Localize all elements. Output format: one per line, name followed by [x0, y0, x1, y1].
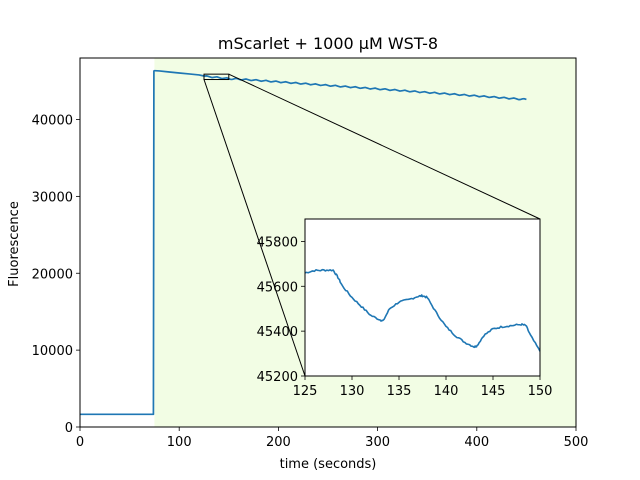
main-axis-ticks: 0 100 200 300 400 500 0 10000 20000 30000 40000 [32, 114, 589, 451]
y-tick-label: 40000 [32, 114, 73, 129]
y-tick-label: 30000 [32, 190, 73, 205]
inset-x-tick-label: 130 [340, 384, 365, 399]
main-plot-frame [79, 57, 577, 428]
y-tick-label: 10000 [32, 344, 73, 359]
x-tick-label: 200 [266, 435, 291, 450]
zoom-connector-right [228, 73, 541, 220]
inset-x-tick-label: 140 [434, 384, 459, 399]
y-tick-label: 20000 [32, 267, 73, 282]
inset-chart: 125 130 135 140 145 150 45200 45400 45600 45800 [257, 218, 553, 399]
inset-x-tick-label: 125 [293, 384, 318, 399]
y-tick-label: 0 [65, 421, 73, 436]
x-tick-label: 300 [365, 435, 390, 450]
inset-axis-ticks: 125 130 135 140 145 150 45200 45400 45600 45800 [257, 235, 553, 399]
zoom-indicator [203, 73, 541, 377]
inset-y-tick-label: 45200 [257, 370, 298, 385]
zoom-connector-left [203, 79, 306, 377]
y-axis-label: Fluorescence [7, 201, 22, 287]
zoom-box [203, 73, 230, 81]
inset-series-line [304, 268, 541, 352]
x-tick-label: 500 [564, 435, 589, 450]
inset-x-tick-label: 135 [387, 384, 412, 399]
inset-y-tick-label: 45600 [257, 280, 298, 295]
inset-x-tick-label: 145 [481, 384, 506, 399]
x-tick-label: 400 [464, 435, 489, 450]
inset-y-tick-label: 45800 [257, 235, 298, 250]
x-axis-label: time (seconds) [280, 457, 377, 472]
inset-background [305, 219, 540, 376]
x-tick-label: 100 [167, 435, 192, 450]
inset-y-tick-label: 45400 [257, 325, 298, 340]
inset-x-tick-label: 150 [528, 384, 553, 399]
inset-plot-frame [304, 218, 541, 377]
x-tick-label: 0 [76, 435, 84, 450]
inset-series-marks [304, 268, 541, 352]
chart-title: mScarlet + 1000 µM WST-8 [218, 34, 438, 53]
